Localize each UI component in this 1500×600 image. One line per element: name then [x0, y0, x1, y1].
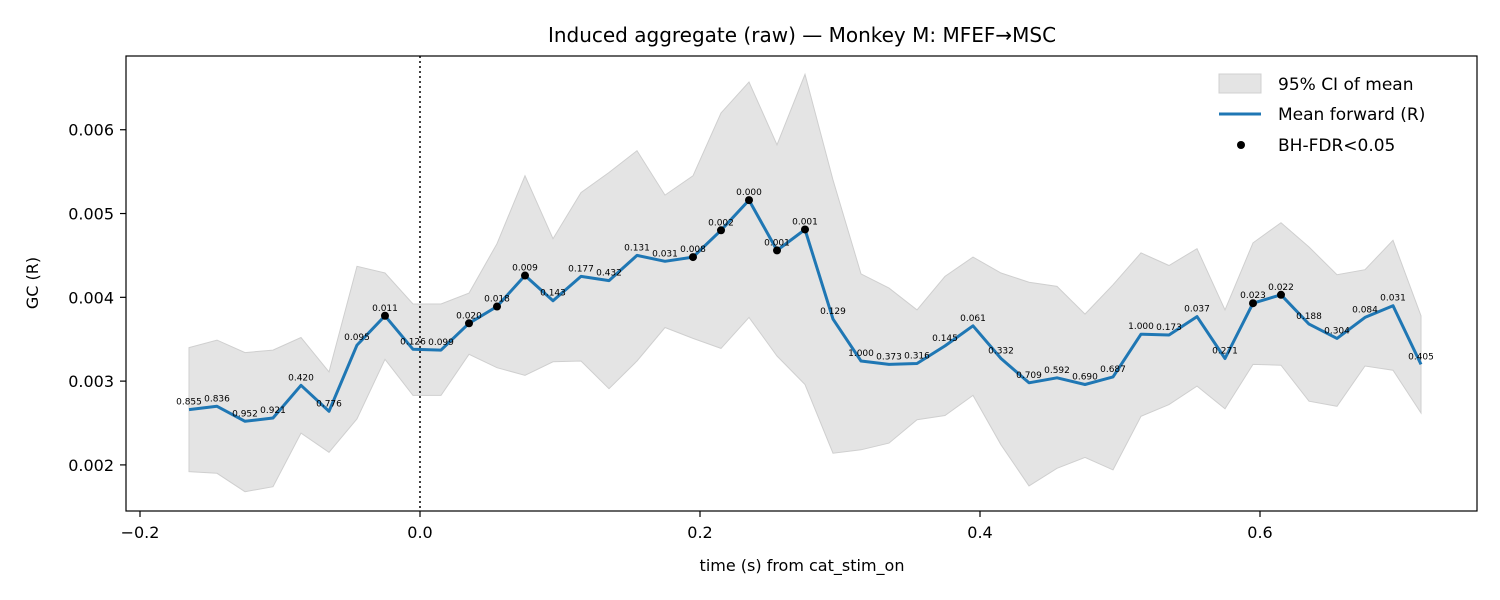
- pvalue-label: 0.002: [708, 218, 734, 228]
- significance-marker: [381, 311, 389, 320]
- x-tick-label: 0.0: [407, 523, 432, 542]
- pvalue-label: 0.095: [344, 333, 370, 343]
- x-tick-label: −0.2: [121, 523, 160, 542]
- legend-ci-swatch: [1218, 73, 1262, 94]
- pvalue-label: 0.188: [1296, 312, 1322, 322]
- significance-marker: [801, 225, 809, 234]
- pvalue-label: 0.018: [484, 295, 510, 305]
- significance-marker: [465, 319, 473, 328]
- pvalue-label: 0.952: [232, 409, 258, 419]
- pvalue-label: 0.031: [652, 249, 678, 259]
- x-axis-label: time (s) from cat_stim_on: [700, 556, 905, 576]
- ci-band: [188, 72, 1422, 493]
- y-tick-label: 0.006: [68, 121, 114, 140]
- pvalue-label: 0.836: [204, 394, 230, 404]
- pvalue-label: 0.855: [176, 398, 202, 408]
- chart-title: Induced aggregate (raw) — Monkey M: MFEF…: [548, 23, 1056, 47]
- ci-band-layer: [188, 72, 1422, 493]
- y-axis-label: GC (R): [23, 257, 42, 309]
- y-tick-label: 0.002: [68, 456, 114, 475]
- pvalue-label: 1.000: [848, 349, 874, 359]
- pvalue-label: 0.304: [1324, 326, 1350, 336]
- pvalue-label: 0.776: [316, 399, 342, 409]
- pvalue-label: 0.099: [428, 338, 454, 348]
- pvalue-label: 0.271: [1212, 346, 1238, 356]
- legend-sig-label: BH-FDR<0.05: [1278, 136, 1395, 156]
- pvalue-label: 0.177: [568, 264, 594, 274]
- pvalue-label: 0.031: [1380, 294, 1406, 304]
- pvalue-label: 0.037: [1184, 305, 1210, 315]
- pvalue-label: 0.145: [932, 334, 958, 344]
- pvalue-label: 0.001: [764, 238, 790, 248]
- pvalue-label: 0.131: [624, 243, 650, 253]
- x-tick-label: 0.4: [967, 523, 992, 542]
- significance-marker: [689, 253, 697, 262]
- y-tick-label: 0.003: [68, 372, 114, 391]
- pvalue-label: 0.709: [1016, 371, 1042, 381]
- significance-marker: [745, 196, 753, 205]
- x-axis-ticks: −0.2 0.0 0.2 0.4 0.6: [121, 511, 1273, 542]
- y-axis-ticks: 0.002 0.003 0.004 0.005 0.006: [68, 121, 126, 475]
- legend-mean-label: Mean forward (R): [1278, 105, 1425, 125]
- x-tick-label: 0.6: [1247, 523, 1272, 542]
- pvalue-label: 0.008: [680, 245, 706, 255]
- pvalue-label: 0.173: [1156, 323, 1182, 333]
- significance-marker-layer: [381, 196, 1285, 328]
- legend-sig-marker: [1237, 141, 1245, 149]
- pvalue-label: 0.126: [400, 337, 426, 347]
- pvalue-label: 0.921: [260, 406, 286, 416]
- pvalue-label: 0.022: [1268, 283, 1294, 293]
- pvalue-label: 0.143: [540, 289, 566, 299]
- y-tick-label: 0.005: [68, 205, 114, 224]
- pvalue-label: 0.061: [960, 314, 986, 324]
- pvalue-label: 0.420: [288, 373, 314, 383]
- pvalue-label: 0.023: [1240, 291, 1266, 301]
- significance-marker: [717, 226, 725, 235]
- pvalue-label: 0.332: [988, 346, 1014, 356]
- pvalue-label: 0.405: [1408, 352, 1434, 362]
- pvalue-label: 0.020: [456, 311, 482, 321]
- x-tick-label: 0.2: [687, 523, 712, 542]
- significance-marker: [521, 271, 529, 280]
- significance-marker: [1249, 299, 1257, 308]
- plot-frame: [125, 55, 1478, 512]
- pvalue-label: 0.000: [736, 188, 762, 198]
- pvalue-label: 0.009: [512, 264, 538, 274]
- legend: 95% CI of mean Mean forward (R) BH-FDR<0…: [1218, 73, 1425, 156]
- y-tick-label: 0.004: [68, 288, 114, 307]
- pvalue-label: 0.129: [820, 307, 846, 317]
- pvalue-label: 0.316: [904, 352, 930, 362]
- legend-ci-label: 95% CI of mean: [1278, 75, 1413, 95]
- significance-marker: [493, 302, 501, 311]
- significance-marker: [1277, 290, 1285, 299]
- pvalue-label: 0.592: [1044, 366, 1070, 376]
- pvalue-label: 1.000: [1128, 322, 1154, 332]
- pvalue-label: 0.084: [1352, 305, 1378, 315]
- pvalue-label: 0.687: [1100, 365, 1126, 375]
- pvalue-label: 0.011: [372, 304, 398, 314]
- pvalue-label: 0.432: [596, 269, 622, 279]
- pvalue-label: 0.001: [792, 217, 818, 227]
- pvalue-label: 0.373: [876, 352, 902, 362]
- significance-marker: [773, 246, 781, 255]
- pvalue-label: 0.690: [1072, 372, 1098, 382]
